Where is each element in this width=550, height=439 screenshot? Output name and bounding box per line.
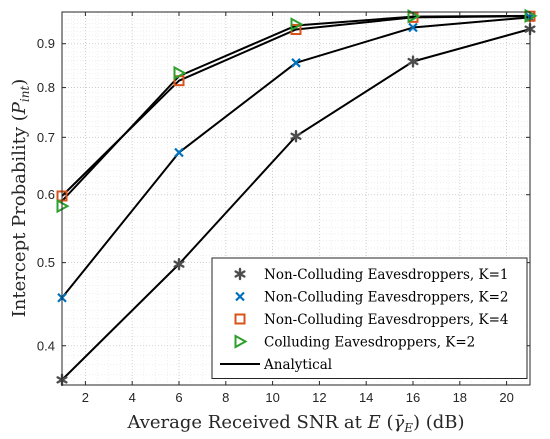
legend: Non-Colluding Eavesdroppers, K=1 Non-Coll…	[211, 257, 528, 379]
legend-label-3: Non-Colluding Eavesdroppers, K=4	[264, 312, 508, 328]
x-tick-label: 8	[222, 390, 229, 405]
y-tick-label: 0.6	[37, 187, 55, 202]
asterisk-stroke	[290, 132, 302, 140]
legend-label-1: Non-Colluding Eavesdroppers, K=1	[264, 267, 508, 283]
legend-label-2: Non-Colluding Eavesdroppers, K=2	[264, 290, 508, 306]
x-tick-label: 20	[499, 390, 513, 405]
series-4-point	[173, 65, 187, 81]
y-axis-title: Intercept Probability (Pint)	[9, 79, 32, 318]
legend-box	[211, 257, 528, 379]
x-stroke	[174, 147, 184, 158]
x-stroke	[408, 22, 418, 33]
legend-marker-1	[234, 267, 246, 281]
series-4-point	[290, 17, 304, 32]
x-axis-ticks: 2 4 6 8 10 12 14 16 18 20	[82, 12, 514, 405]
y-axis-ticks: 0.4 0.5 0.6 0.7 0.8 0.9	[37, 36, 530, 353]
x-axis-title: Average Received SNR at E (γ̄E) (dB)	[126, 412, 464, 435]
y-tick-label: 0.9	[37, 36, 55, 51]
y-tick-label: 0.4	[37, 338, 55, 353]
x-tick-label: 16	[406, 390, 420, 405]
legend-label-4: Colluding Eavesdroppers, K=2	[264, 335, 475, 351]
legend-marker-4	[234, 334, 248, 349]
x-tick-label: 10	[265, 390, 279, 405]
x-stroke	[291, 58, 301, 68]
series-1-point	[173, 257, 185, 271]
series-1-point	[407, 55, 419, 68]
x-tick-label: 6	[175, 390, 182, 405]
series-2-point	[291, 58, 301, 68]
asterisk-stroke	[234, 270, 246, 278]
y-tick-label: 0.7	[37, 130, 55, 145]
legend-marker-3	[234, 313, 246, 325]
y-tick-label: 0.8	[37, 80, 55, 95]
y-tick-label: 0.5	[37, 255, 55, 270]
x-tick-label: 12	[312, 390, 326, 405]
x-tick-label: 18	[453, 390, 467, 405]
series-2-point	[408, 22, 418, 33]
x-tick-label: 14	[359, 390, 373, 405]
plot-frame	[61, 11, 531, 386]
series-1-point	[290, 130, 302, 143]
legend-marker-2	[235, 291, 245, 302]
asterisk-stroke	[407, 57, 419, 66]
asterisk-stroke	[173, 260, 185, 268]
series-2-point	[174, 147, 184, 158]
x-tick-label: 2	[82, 390, 89, 405]
x-stroke	[235, 291, 245, 302]
x-tick-label: 4	[129, 390, 136, 405]
legend-label-analytical: Analytical	[263, 357, 332, 373]
